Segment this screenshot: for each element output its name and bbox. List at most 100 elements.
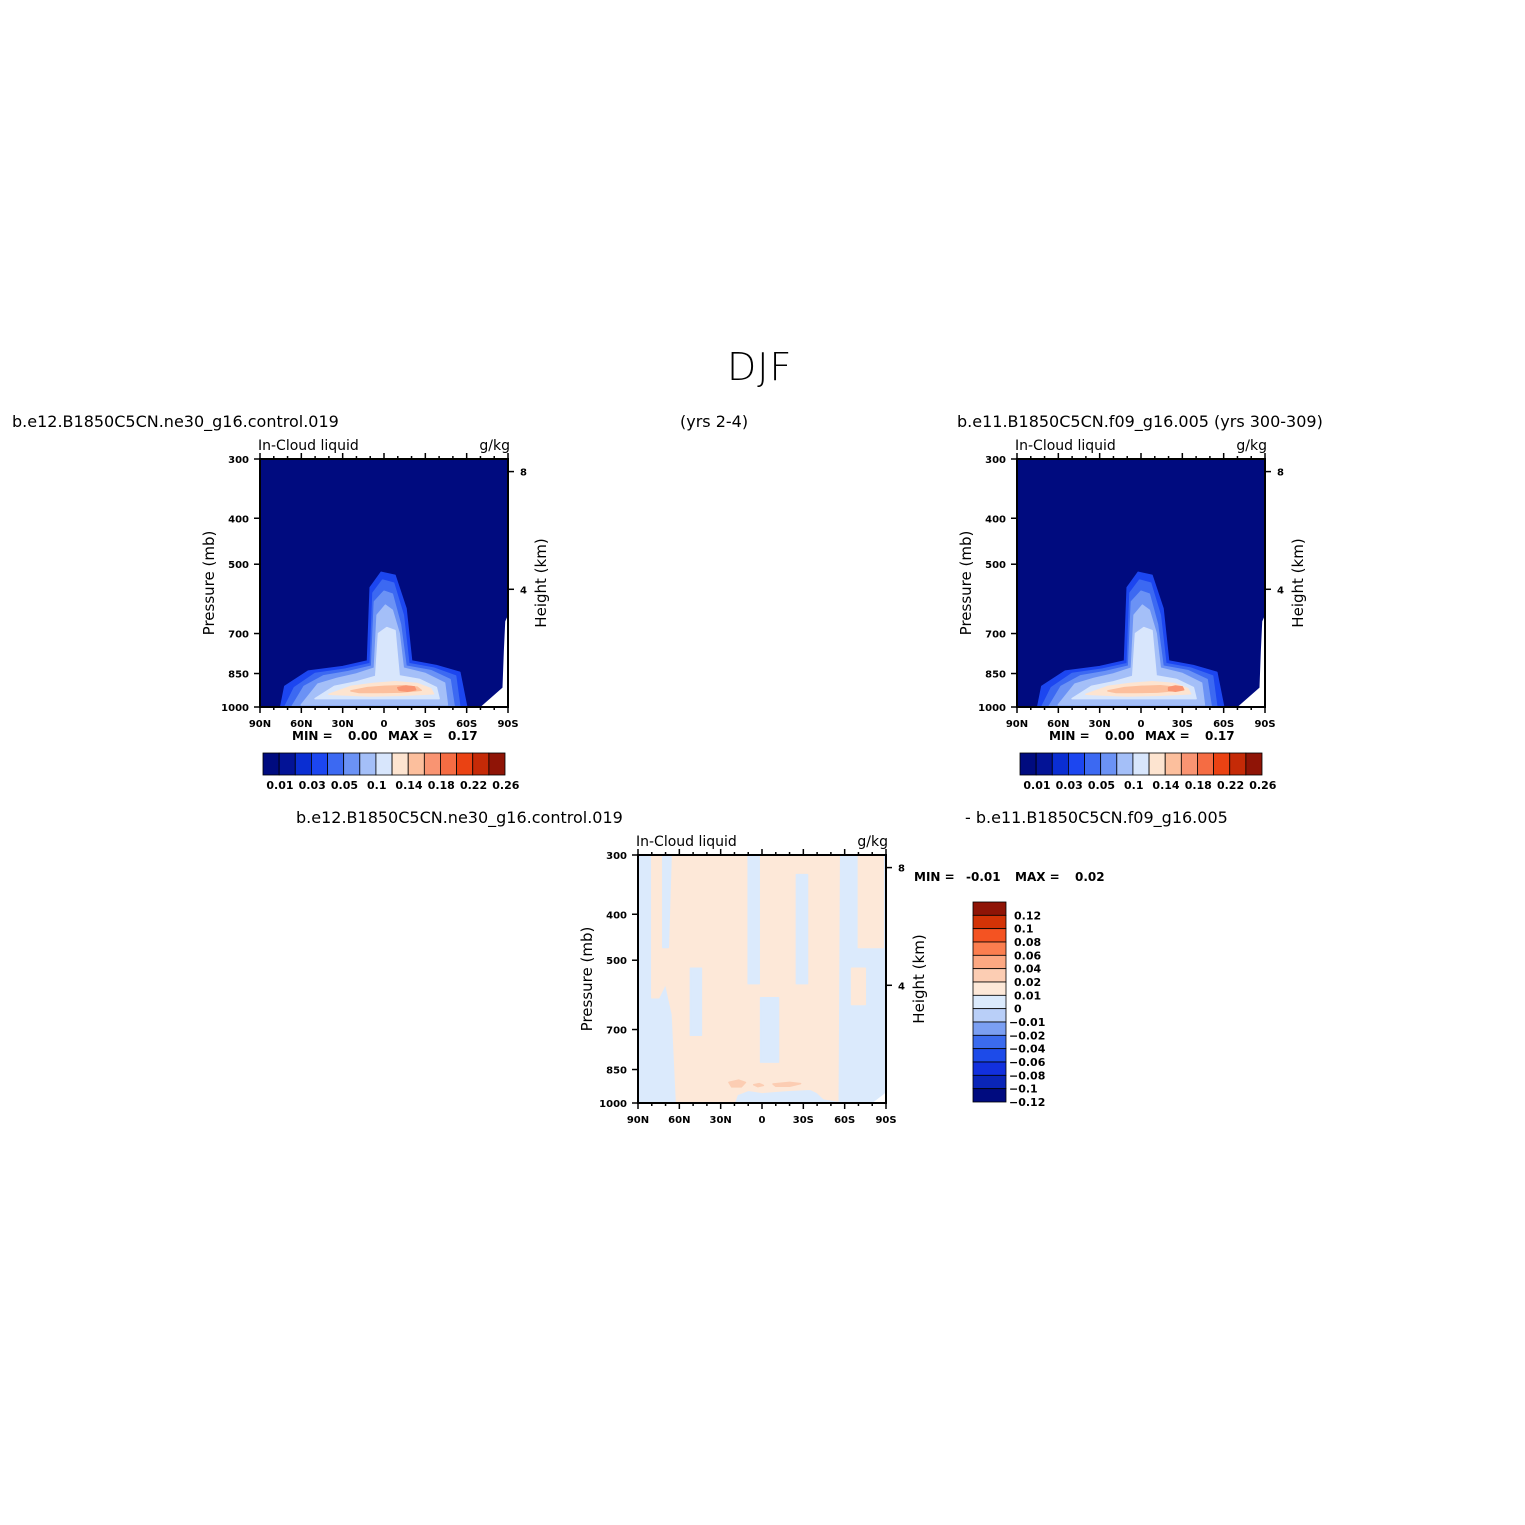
panel-title: In-Cloud liquid	[258, 438, 359, 454]
y-axis-label: Pressure (mb)	[957, 531, 975, 636]
colorbar-label: 0.01	[1014, 989, 1041, 1002]
contour-level-10	[752, 1082, 765, 1088]
y-tick-right-label: 4	[1277, 585, 1284, 596]
y-tick-label: 1000	[221, 703, 249, 714]
colorbar-box	[972, 941, 1007, 956]
colorbar-box	[1019, 752, 1037, 776]
colorbar-box	[375, 752, 393, 776]
colorbar-box	[488, 752, 506, 776]
max-label: MAX =	[1145, 729, 1190, 743]
colorbar-box	[327, 752, 345, 776]
left-case-label: b.e12.B1850C5CN.ne30_g16.control.019	[12, 412, 339, 431]
contour-level-2	[662, 855, 672, 949]
diff-right-case-label: - b.e11.B1850C5CN.f09_g16.005	[965, 808, 1228, 827]
colorbar-box	[972, 1021, 1007, 1036]
x-tick-label: 60S	[456, 719, 477, 730]
colorbar-label: −0.06	[1009, 1056, 1046, 1069]
colorbar-box	[972, 981, 1007, 996]
colorbar-label: 0	[1014, 1003, 1022, 1016]
min-label: MIN =	[292, 729, 333, 743]
x-tick-label: 60S	[834, 1115, 855, 1126]
colorbar-label: 0.02	[1014, 976, 1041, 989]
colorbar-label: 0.01	[1023, 779, 1050, 792]
y-axis-label-right: Height (km)	[532, 538, 550, 627]
colorbar-box	[972, 1048, 1007, 1063]
colorbar-label: 0.26	[492, 779, 519, 792]
min-label: MIN =	[1049, 729, 1090, 743]
y-tick-label: 700	[228, 630, 249, 641]
colorbar-box	[1245, 752, 1263, 776]
colorbar-box	[972, 994, 1007, 1010]
colorbar-box	[972, 1034, 1007, 1050]
colorbar-box	[972, 954, 1007, 970]
x-tick-label: 90N	[249, 719, 271, 730]
colorbar-label: 0.03	[299, 779, 326, 792]
y-axis-label-right: Height (km)	[910, 934, 928, 1023]
x-tick-label: 60N	[1047, 719, 1069, 730]
x-tick-label: 60N	[290, 719, 312, 730]
colorbar-label: 0.1	[367, 779, 387, 792]
panel-title: In-Cloud liquid	[1015, 438, 1116, 454]
colorbar-box	[1068, 752, 1085, 776]
y-tick-label: 500	[228, 560, 249, 571]
y-tick-label: 850	[228, 670, 249, 681]
contour-level-8	[397, 685, 417, 692]
colorbar-box	[456, 752, 474, 776]
y-tick-label: 300	[985, 455, 1006, 466]
colorbar-label: 0.22	[1217, 779, 1244, 792]
y-tick-label: 300	[228, 455, 249, 466]
colorbar-box	[343, 752, 361, 776]
colorbar-box	[972, 1088, 1007, 1103]
page-title: DJF	[727, 345, 793, 389]
contour-level-6	[759, 997, 780, 1063]
y-axis-label-right: Height (km)	[1289, 538, 1307, 627]
min-label: MIN =	[914, 870, 955, 884]
chart-panel-3: 90N 60N 30N 0 30S 60S 90S 300 400 500 700 850 1000 8 4…	[578, 834, 1105, 1126]
y-tick-label: 850	[606, 1066, 627, 1077]
max-value: 0.17	[1205, 729, 1235, 743]
min-value: -0.01	[966, 870, 1001, 884]
y-tick-label: 300	[606, 851, 627, 862]
colorbar-label: 0.14	[395, 779, 422, 792]
y-tick-label: 700	[606, 1026, 627, 1037]
colorbar-label: 0.06	[1014, 949, 1041, 962]
colorbar-box	[472, 752, 490, 776]
colorbar-box	[359, 752, 377, 776]
contour-group	[1036, 571, 1265, 707]
contour-level-8	[1167, 685, 1185, 692]
diff-left-case-label: b.e12.B1850C5CN.ne30_g16.control.019	[296, 808, 623, 827]
colorbar-label: 0.22	[460, 779, 487, 792]
colorbar-box	[972, 928, 1007, 943]
y-tick-label: 700	[985, 630, 1006, 641]
colorbar-box	[294, 752, 312, 776]
colorbar-box	[972, 1008, 1007, 1023]
y-tick-label: 500	[606, 956, 627, 967]
colorbar-label: −0.01	[1009, 1016, 1045, 1029]
colorbar-box	[972, 968, 1007, 983]
colorbar-box	[1116, 752, 1134, 776]
right-case-label: b.e11.B1850C5CN.f09_g16.005 (yrs 300-309…	[957, 412, 1323, 431]
colorbar-label: 0.08	[1014, 936, 1041, 949]
x-tick-label: 0	[1138, 719, 1145, 730]
colorbar-box	[972, 901, 1007, 916]
y-axis-label: Pressure (mb)	[200, 531, 218, 636]
colorbar-label: −0.02	[1009, 1029, 1045, 1042]
x-tick-label: 30N	[332, 719, 354, 730]
y-tick-label: 850	[985, 670, 1006, 681]
colorbar-box	[972, 914, 1007, 930]
x-tick-label: 30S	[793, 1115, 814, 1126]
colorbar-box	[262, 752, 280, 776]
colorbar-box	[1229, 752, 1247, 776]
x-tick-label: 0	[381, 719, 388, 730]
contour-group	[279, 571, 508, 707]
colorbar-box	[1164, 752, 1182, 776]
y-tick-label: 500	[985, 560, 1006, 571]
contour-level-3	[689, 967, 703, 1037]
x-tick-label: 60S	[1213, 719, 1234, 730]
y-tick-right-label: 4	[898, 981, 905, 992]
x-tick-label: 90S	[1254, 719, 1275, 730]
colorbar-box	[1100, 752, 1118, 776]
colorbar: 0.01 0.03 0.05 0.1 0.14 0.18 0.22 0.26	[262, 752, 520, 792]
missing-data-region	[872, 1092, 886, 1103]
